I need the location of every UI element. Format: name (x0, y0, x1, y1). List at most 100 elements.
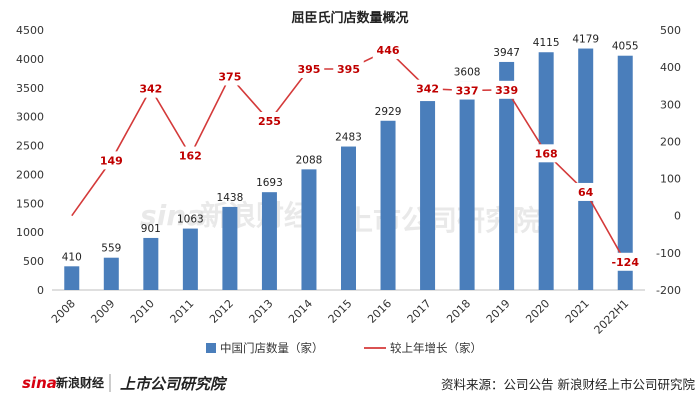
sina-logo: sina (22, 374, 57, 392)
line-value-label: 342 (416, 83, 439, 96)
right-axis-tick-label: -100 (656, 247, 681, 260)
left-axis-tick-label: 3500 (16, 82, 44, 95)
bar-value-label: 1063 (177, 214, 204, 226)
right-axis-tick-label: 100 (660, 173, 681, 186)
x-axis-ticks: 2008 2009 2010 2011 2012 2013 2014 2015 2016 2017… (49, 297, 631, 337)
bar (578, 48, 594, 291)
left-axis-tick-label: 4000 (16, 53, 44, 66)
line-label-bg (412, 79, 443, 98)
line-value-label: 342 (139, 83, 162, 96)
legend-bar-label: 中国门店数量（家） (220, 341, 324, 355)
x-axis-tick-label: 2013 (247, 297, 276, 326)
left-axis: 0 500 1000 1500 2000 2500 3000 3500 4000 4500 (16, 24, 44, 297)
x-axis-tick-label: 2017 (405, 297, 434, 326)
line-label-bg (451, 81, 483, 100)
line-value-label: 395 (297, 63, 320, 76)
line-value-label: 168 (535, 147, 558, 160)
bar-value-label: 4179 (572, 34, 599, 46)
bar-value-label: 410 (62, 251, 82, 263)
bar-value-label: 901 (141, 223, 161, 235)
right-axis: -200 -100 0 100 200 300 400 500 (656, 24, 681, 297)
left-axis-tick-label: 1000 (16, 226, 44, 239)
bar-series (64, 48, 633, 291)
bar-value-label: 1693 (256, 177, 283, 189)
left-axis-tick-label: 3000 (16, 111, 44, 124)
x-axis-tick-label: 2011 (167, 297, 196, 326)
line-value-label: 395 (337, 63, 360, 76)
line-label-bg (214, 67, 246, 86)
x-axis-tick-label: 2015 (326, 297, 355, 326)
bar-value-label: 2929 (375, 106, 402, 118)
line-label-bg (254, 112, 285, 130)
line-label-bg (372, 41, 404, 60)
line-label-bg (135, 79, 167, 98)
line-label-bg (530, 144, 562, 163)
line-value-label: 375 (218, 70, 241, 83)
right-axis-tick-label: -200 (656, 284, 681, 297)
left-axis-tick-label: 4500 (16, 24, 44, 37)
line-label-bg (606, 252, 645, 271)
bar (182, 228, 198, 290)
footer: sina 新浪财经 上市公司研究院 资料来源：公司公告 新浪财经上市公司研究院 (22, 374, 695, 393)
data-source: 资料来源：公司公告 新浪财经上市公司研究院 (441, 377, 695, 392)
line-label-bg (175, 146, 206, 165)
chart-title: 屈臣氏门店数量概况 (291, 10, 408, 26)
line-value-label: 255 (258, 115, 281, 128)
line-label-bg (574, 182, 598, 201)
left-axis-tick-label: 2000 (16, 168, 44, 181)
bar (261, 192, 277, 290)
bar (222, 206, 238, 290)
line-value-label: 149 (100, 154, 123, 167)
bar (538, 52, 554, 290)
bar-value-label: 3947 (493, 47, 520, 59)
line-value-label: 162 (179, 150, 202, 163)
line-value-label: 446 (377, 44, 400, 57)
line-label-bg (491, 80, 522, 99)
x-axis-tick-label: 2014 (286, 297, 315, 326)
line-value-label: 64 (578, 186, 594, 199)
institute-logo-text: 上市公司研究院 (120, 375, 228, 393)
bar-value-label: 2483 (335, 132, 362, 144)
bar (499, 61, 515, 290)
x-axis-tick-label: 2021 (563, 297, 592, 326)
bar (103, 257, 119, 290)
line-value-label: 337 (456, 85, 479, 98)
legend-line-label: 较上年增长（家） (390, 341, 482, 355)
x-axis-tick-label: 2019 (484, 297, 513, 326)
sina-finance-logo-text: 新浪财经 (56, 375, 104, 390)
bar (617, 55, 633, 290)
line-label-bg (293, 60, 325, 78)
legend: 中国门店数量（家） 较上年增长（家） (206, 341, 482, 355)
line-data-labels: 149 342 162 375 255 395 395 446 342 337 339 168 64 -1… (96, 41, 645, 271)
left-axis-tick-label: 2500 (16, 140, 44, 153)
right-axis-tick-label: 0 (674, 210, 681, 223)
bar-value-label: 1438 (217, 192, 244, 204)
bar (341, 146, 356, 290)
legend-bar-swatch (206, 343, 216, 353)
line-value-label: -124 (611, 256, 639, 269)
line-value-label: 339 (495, 84, 518, 97)
line-label-bg (96, 151, 127, 170)
bar (143, 237, 159, 290)
line-label-bg (333, 60, 364, 78)
x-axis-tick-label: 2008 (49, 297, 78, 326)
bar (301, 169, 317, 290)
bar (64, 266, 80, 290)
bar-value-label: 4055 (612, 41, 639, 53)
x-axis-tick-label: 2020 (523, 297, 552, 326)
right-axis-tick-label: 200 (660, 135, 681, 148)
x-axis-tick-label: 2022H1 (592, 297, 632, 337)
watermark-sina: sina (140, 199, 205, 232)
x-axis-tick-label: 2009 (88, 297, 117, 326)
bar-value-label: 2088 (296, 154, 323, 166)
right-axis-tick-label: 300 (660, 98, 681, 111)
x-axis-tick-label: 2010 (128, 297, 157, 326)
watermark-text1: 新浪财经 (200, 199, 312, 232)
left-axis-tick-label: 500 (23, 255, 44, 268)
x-axis-tick-label: 2018 (444, 297, 473, 326)
bar (459, 81, 475, 290)
x-axis-tick-label: 2012 (207, 297, 236, 326)
bar (420, 101, 436, 290)
